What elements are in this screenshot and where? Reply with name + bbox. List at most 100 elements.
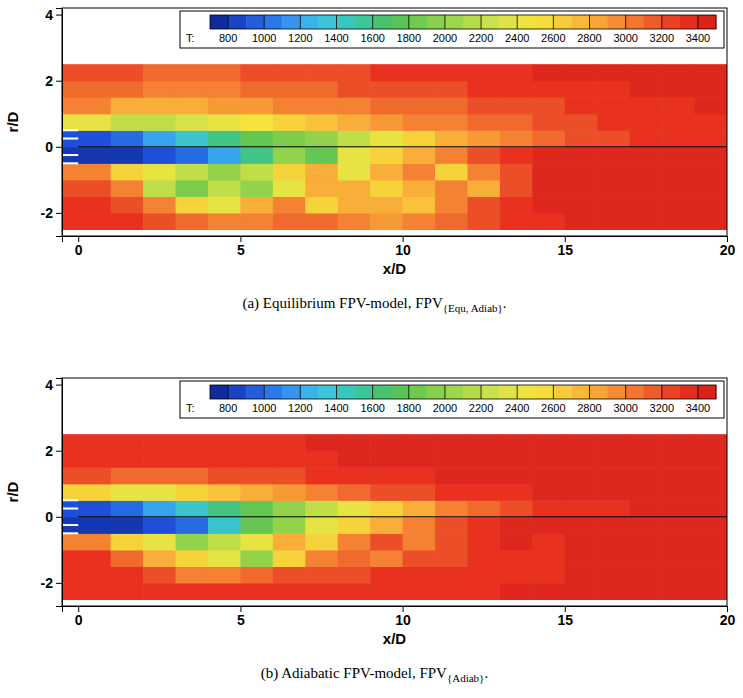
cell <box>532 484 565 501</box>
cell <box>273 213 306 230</box>
tick-label: 5 <box>237 612 245 628</box>
colorbar-swatch <box>517 15 535 29</box>
tick-label: 4 <box>45 377 53 393</box>
cell <box>240 533 273 550</box>
cell <box>532 550 565 567</box>
caption-text: (a) Equilibrium FPV-model, FPV <box>242 295 442 312</box>
colorbar-box <box>180 11 724 48</box>
cell <box>403 213 436 230</box>
cell <box>500 81 533 98</box>
tick: 0 <box>75 606 83 628</box>
cell <box>435 81 468 98</box>
cell <box>565 114 598 131</box>
colorbar-swatch <box>499 15 517 29</box>
cell <box>240 213 273 230</box>
cell <box>630 213 663 230</box>
cell <box>305 114 338 131</box>
colorbar-tick <box>228 15 229 29</box>
cell <box>467 583 500 600</box>
cell <box>403 97 436 114</box>
cell <box>403 566 436 583</box>
cell <box>208 147 241 164</box>
colorbar-swatch <box>481 15 499 29</box>
cell <box>662 147 695 164</box>
colorbar-label: 2800 <box>577 32 601 44</box>
tick-mark <box>56 451 62 452</box>
cell <box>597 451 630 468</box>
cell <box>565 484 598 501</box>
tick-mark <box>56 81 62 82</box>
cell <box>662 180 695 197</box>
tick: 0 <box>45 139 62 155</box>
cell <box>176 566 209 583</box>
cell <box>695 64 727 81</box>
cell <box>630 130 663 147</box>
colorbar: 8001000120014001600180020002200240026002… <box>180 381 724 418</box>
colorbar-tick <box>625 385 626 399</box>
axis-title: r/D <box>4 111 21 132</box>
colorbar-tick <box>517 15 518 29</box>
cell <box>500 467 533 484</box>
axis-line <box>56 379 63 607</box>
cell <box>467 517 500 534</box>
cell <box>208 583 241 600</box>
cell <box>62 180 111 197</box>
tick-mark <box>56 583 62 584</box>
cell <box>500 114 533 131</box>
cell <box>662 213 695 230</box>
colorbar-tick <box>408 15 409 29</box>
cell <box>597 81 630 98</box>
cell <box>62 550 111 567</box>
colorbar-tick <box>697 385 698 399</box>
cell <box>111 467 144 484</box>
cell <box>176 451 209 468</box>
cell <box>176 64 209 81</box>
cell <box>630 147 663 164</box>
colorbar-label: 1000 <box>252 402 276 414</box>
cell <box>435 64 468 81</box>
plot-frame <box>62 378 727 606</box>
cell <box>143 467 176 484</box>
cell <box>695 517 727 534</box>
cell <box>143 130 176 147</box>
cell <box>565 500 598 517</box>
tick: 5 <box>237 236 245 258</box>
cell <box>305 517 338 534</box>
tick-label: 20 <box>720 242 736 258</box>
cell <box>338 517 371 534</box>
cell <box>338 64 371 81</box>
cell <box>143 550 176 567</box>
colorbar-swatch <box>427 15 445 29</box>
cell <box>532 114 565 131</box>
cell <box>500 180 533 197</box>
cell <box>273 484 306 501</box>
cell <box>403 484 436 501</box>
plot-background <box>62 378 727 606</box>
cell <box>597 517 630 534</box>
colorbar-swatch <box>355 15 373 29</box>
tick-label: 4 <box>45 7 53 23</box>
cell <box>305 566 338 583</box>
tick: -2 <box>41 205 62 221</box>
cell <box>370 213 403 230</box>
cell <box>208 533 241 550</box>
tick-label: 2 <box>45 73 53 89</box>
cell <box>662 467 695 484</box>
tick-label: 0 <box>75 242 83 258</box>
cell <box>403 583 436 600</box>
tick-mark <box>56 517 62 518</box>
cell <box>630 64 663 81</box>
colorbar-label: 3200 <box>650 32 674 44</box>
cell <box>208 180 241 197</box>
tick-label: 15 <box>558 612 574 628</box>
colorbar-swatch <box>517 385 535 399</box>
cell <box>597 467 630 484</box>
cell <box>176 500 209 517</box>
cell <box>565 517 598 534</box>
colorbar-swatch <box>644 385 662 399</box>
cell <box>62 81 111 98</box>
cell <box>403 64 436 81</box>
colorbar-label: 2200 <box>469 402 493 414</box>
cell <box>532 533 565 550</box>
plot-frame <box>62 8 727 236</box>
